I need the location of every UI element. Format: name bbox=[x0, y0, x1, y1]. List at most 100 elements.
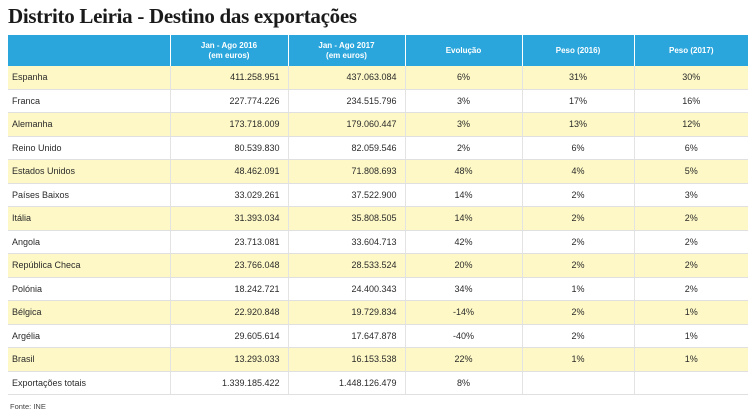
cell-peso-2017 bbox=[633, 371, 748, 395]
cell-evolucao: -40% bbox=[404, 324, 522, 348]
cell-peso-2017: 3% bbox=[633, 183, 748, 207]
cell-value-2017: 437.063.084 bbox=[287, 66, 405, 90]
table-row: Bélgica 22.920.848 19.729.834 -14% 2% 1% bbox=[8, 300, 748, 325]
cell-peso-2017: 2% bbox=[633, 230, 748, 254]
cell-peso-2017: 2% bbox=[633, 206, 748, 231]
cell-value-2016: 48.462.091 bbox=[169, 159, 288, 184]
cell-value-2017: 1.448.126.479 bbox=[287, 371, 405, 395]
cell-value-2016: 31.393.034 bbox=[169, 206, 288, 231]
cell-value-2016: 29.605.614 bbox=[169, 324, 288, 348]
table-row: Espanha 411.258.951 437.063.084 6% 31% 30% bbox=[8, 66, 748, 90]
cell-evolucao: 14% bbox=[404, 206, 522, 231]
cell-peso-2016: 6% bbox=[521, 136, 634, 160]
table-row: Franca 227.774.226 234.515.796 3% 17% 16% bbox=[8, 89, 748, 113]
cell-country: Angola bbox=[8, 230, 170, 254]
header-jan-ago-2016: Jan - Ago 2016 (em euros) bbox=[169, 35, 288, 66]
table-row: República Checa 23.766.048 28.533.524 20% 2%… bbox=[8, 253, 748, 278]
cell-peso-2017: 2% bbox=[633, 253, 748, 278]
cell-peso-2016: 17% bbox=[521, 89, 634, 113]
cell-value-2016: 13.293.033 bbox=[169, 347, 288, 372]
cell-evolucao: 14% bbox=[404, 183, 522, 207]
cell-value-2016: 411.258.951 bbox=[169, 66, 288, 90]
cell-peso-2017: 1% bbox=[633, 300, 748, 325]
cell-peso-2016: 2% bbox=[521, 230, 634, 254]
cell-country: Alemanha bbox=[8, 112, 170, 137]
cell-evolucao: 8% bbox=[404, 371, 522, 395]
cell-peso-2016: 2% bbox=[521, 324, 634, 348]
cell-country: Itália bbox=[8, 206, 170, 231]
table-row: Alemanha 173.718.009 179.060.447 3% 13% 12% bbox=[8, 112, 748, 137]
cell-country: Países Baixos bbox=[8, 183, 170, 207]
cell-value-2016: 173.718.009 bbox=[169, 112, 288, 137]
cell-value-2016: 23.766.048 bbox=[169, 253, 288, 278]
cell-peso-2017: 5% bbox=[633, 159, 748, 184]
cell-peso-2017: 12% bbox=[633, 112, 748, 137]
header-peso-2017: Peso (2017) bbox=[633, 35, 748, 66]
cell-value-2017: 17.647.878 bbox=[287, 324, 405, 348]
cell-value-2016: 227.774.226 bbox=[169, 89, 288, 113]
cell-value-2017: 71.808.693 bbox=[287, 159, 405, 184]
cell-country: Franca bbox=[8, 89, 170, 113]
cell-evolucao: 22% bbox=[404, 347, 522, 372]
cell-value-2017: 82.059.546 bbox=[287, 136, 405, 160]
cell-value-2016: 33.029.261 bbox=[169, 183, 288, 207]
cell-value-2017: 19.729.834 bbox=[287, 300, 405, 325]
table-row: Reino Unido 80.539.830 82.059.546 2% 6% 6% bbox=[8, 136, 748, 160]
cell-evolucao: 20% bbox=[404, 253, 522, 278]
table-row: Itália 31.393.034 35.808.505 14% 2% 2% bbox=[8, 206, 748, 231]
cell-value-2017: 24.400.343 bbox=[287, 277, 405, 301]
cell-peso-2016: 1% bbox=[521, 347, 634, 372]
cell-value-2016: 22.920.848 bbox=[169, 300, 288, 325]
header-country bbox=[8, 35, 170, 66]
cell-evolucao: 42% bbox=[404, 230, 522, 254]
cell-country: Estados Unidos bbox=[8, 159, 170, 184]
header-evolucao: Evolução bbox=[404, 35, 522, 66]
cell-evolucao: -14% bbox=[404, 300, 522, 325]
table-row: Exportações totais 1.339.185.422 1.448.126… bbox=[8, 371, 748, 395]
cell-peso-2016: 2% bbox=[521, 300, 634, 325]
cell-country: República Checa bbox=[8, 253, 170, 278]
cell-evolucao: 3% bbox=[404, 89, 522, 113]
cell-country: Bélgica bbox=[8, 300, 170, 325]
cell-peso-2017: 6% bbox=[633, 136, 748, 160]
cell-peso-2016: 4% bbox=[521, 159, 634, 184]
cell-value-2017: 37.522.900 bbox=[287, 183, 405, 207]
table-row: Países Baixos 33.029.261 37.522.900 14% 2% 3% bbox=[8, 183, 748, 207]
cell-country: Espanha bbox=[8, 66, 170, 90]
cell-peso-2016: 2% bbox=[521, 253, 634, 278]
cell-peso-2016 bbox=[521, 371, 634, 395]
table-row: Argélia 29.605.614 17.647.878 -40% 2% 1% bbox=[8, 324, 748, 348]
cell-value-2016: 23.713.081 bbox=[169, 230, 288, 254]
cell-value-2017: 179.060.447 bbox=[287, 112, 405, 137]
cell-peso-2016: 2% bbox=[521, 206, 634, 231]
header-jan-ago-2017: Jan - Ago 2017 (em euros) bbox=[287, 35, 405, 66]
cell-country: Argélia bbox=[8, 324, 170, 348]
table-row: Polónia 18.242.721 24.400.343 34% 1% 2% bbox=[8, 277, 748, 301]
table-row: Estados Unidos 48.462.091 71.808.693 48% 4% 5… bbox=[8, 159, 748, 184]
table-row: Angola 23.713.081 33.604.713 42% 2% 2% bbox=[8, 230, 748, 254]
cell-evolucao: 2% bbox=[404, 136, 522, 160]
header-peso-2016: Peso (2016) bbox=[521, 35, 634, 66]
cell-peso-2016: 13% bbox=[521, 112, 634, 137]
cell-country: Brasil bbox=[8, 347, 170, 372]
table-header-row: Jan - Ago 2016 (em euros) Jan - Ago 2017(… bbox=[8, 35, 748, 66]
cell-peso-2016: 2% bbox=[521, 183, 634, 207]
cell-peso-2016: 31% bbox=[521, 66, 634, 90]
cell-peso-2017: 30% bbox=[633, 66, 748, 90]
cell-peso-2016: 1% bbox=[521, 277, 634, 301]
cell-value-2017: 234.515.796 bbox=[287, 89, 405, 113]
cell-value-2017: 33.604.713 bbox=[287, 230, 405, 254]
cell-evolucao: 3% bbox=[404, 112, 522, 137]
cell-country: Exportações totais bbox=[8, 371, 170, 395]
cell-value-2017: 16.153.538 bbox=[287, 347, 405, 372]
cell-value-2017: 28.533.524 bbox=[287, 253, 405, 278]
cell-peso-2017: 2% bbox=[633, 277, 748, 301]
cell-value-2016: 18.242.721 bbox=[169, 277, 288, 301]
cell-evolucao: 6% bbox=[404, 66, 522, 90]
cell-country: Polónia bbox=[8, 277, 170, 301]
cell-evolucao: 34% bbox=[404, 277, 522, 301]
cell-country: Reino Unido bbox=[8, 136, 170, 160]
exports-table: Jan - Ago 2016 (em euros) Jan - Ago 2017(… bbox=[8, 35, 748, 395]
cell-peso-2017: 16% bbox=[633, 89, 748, 113]
table-row: Brasil 13.293.033 16.153.538 22% 1% 1% bbox=[8, 347, 748, 372]
